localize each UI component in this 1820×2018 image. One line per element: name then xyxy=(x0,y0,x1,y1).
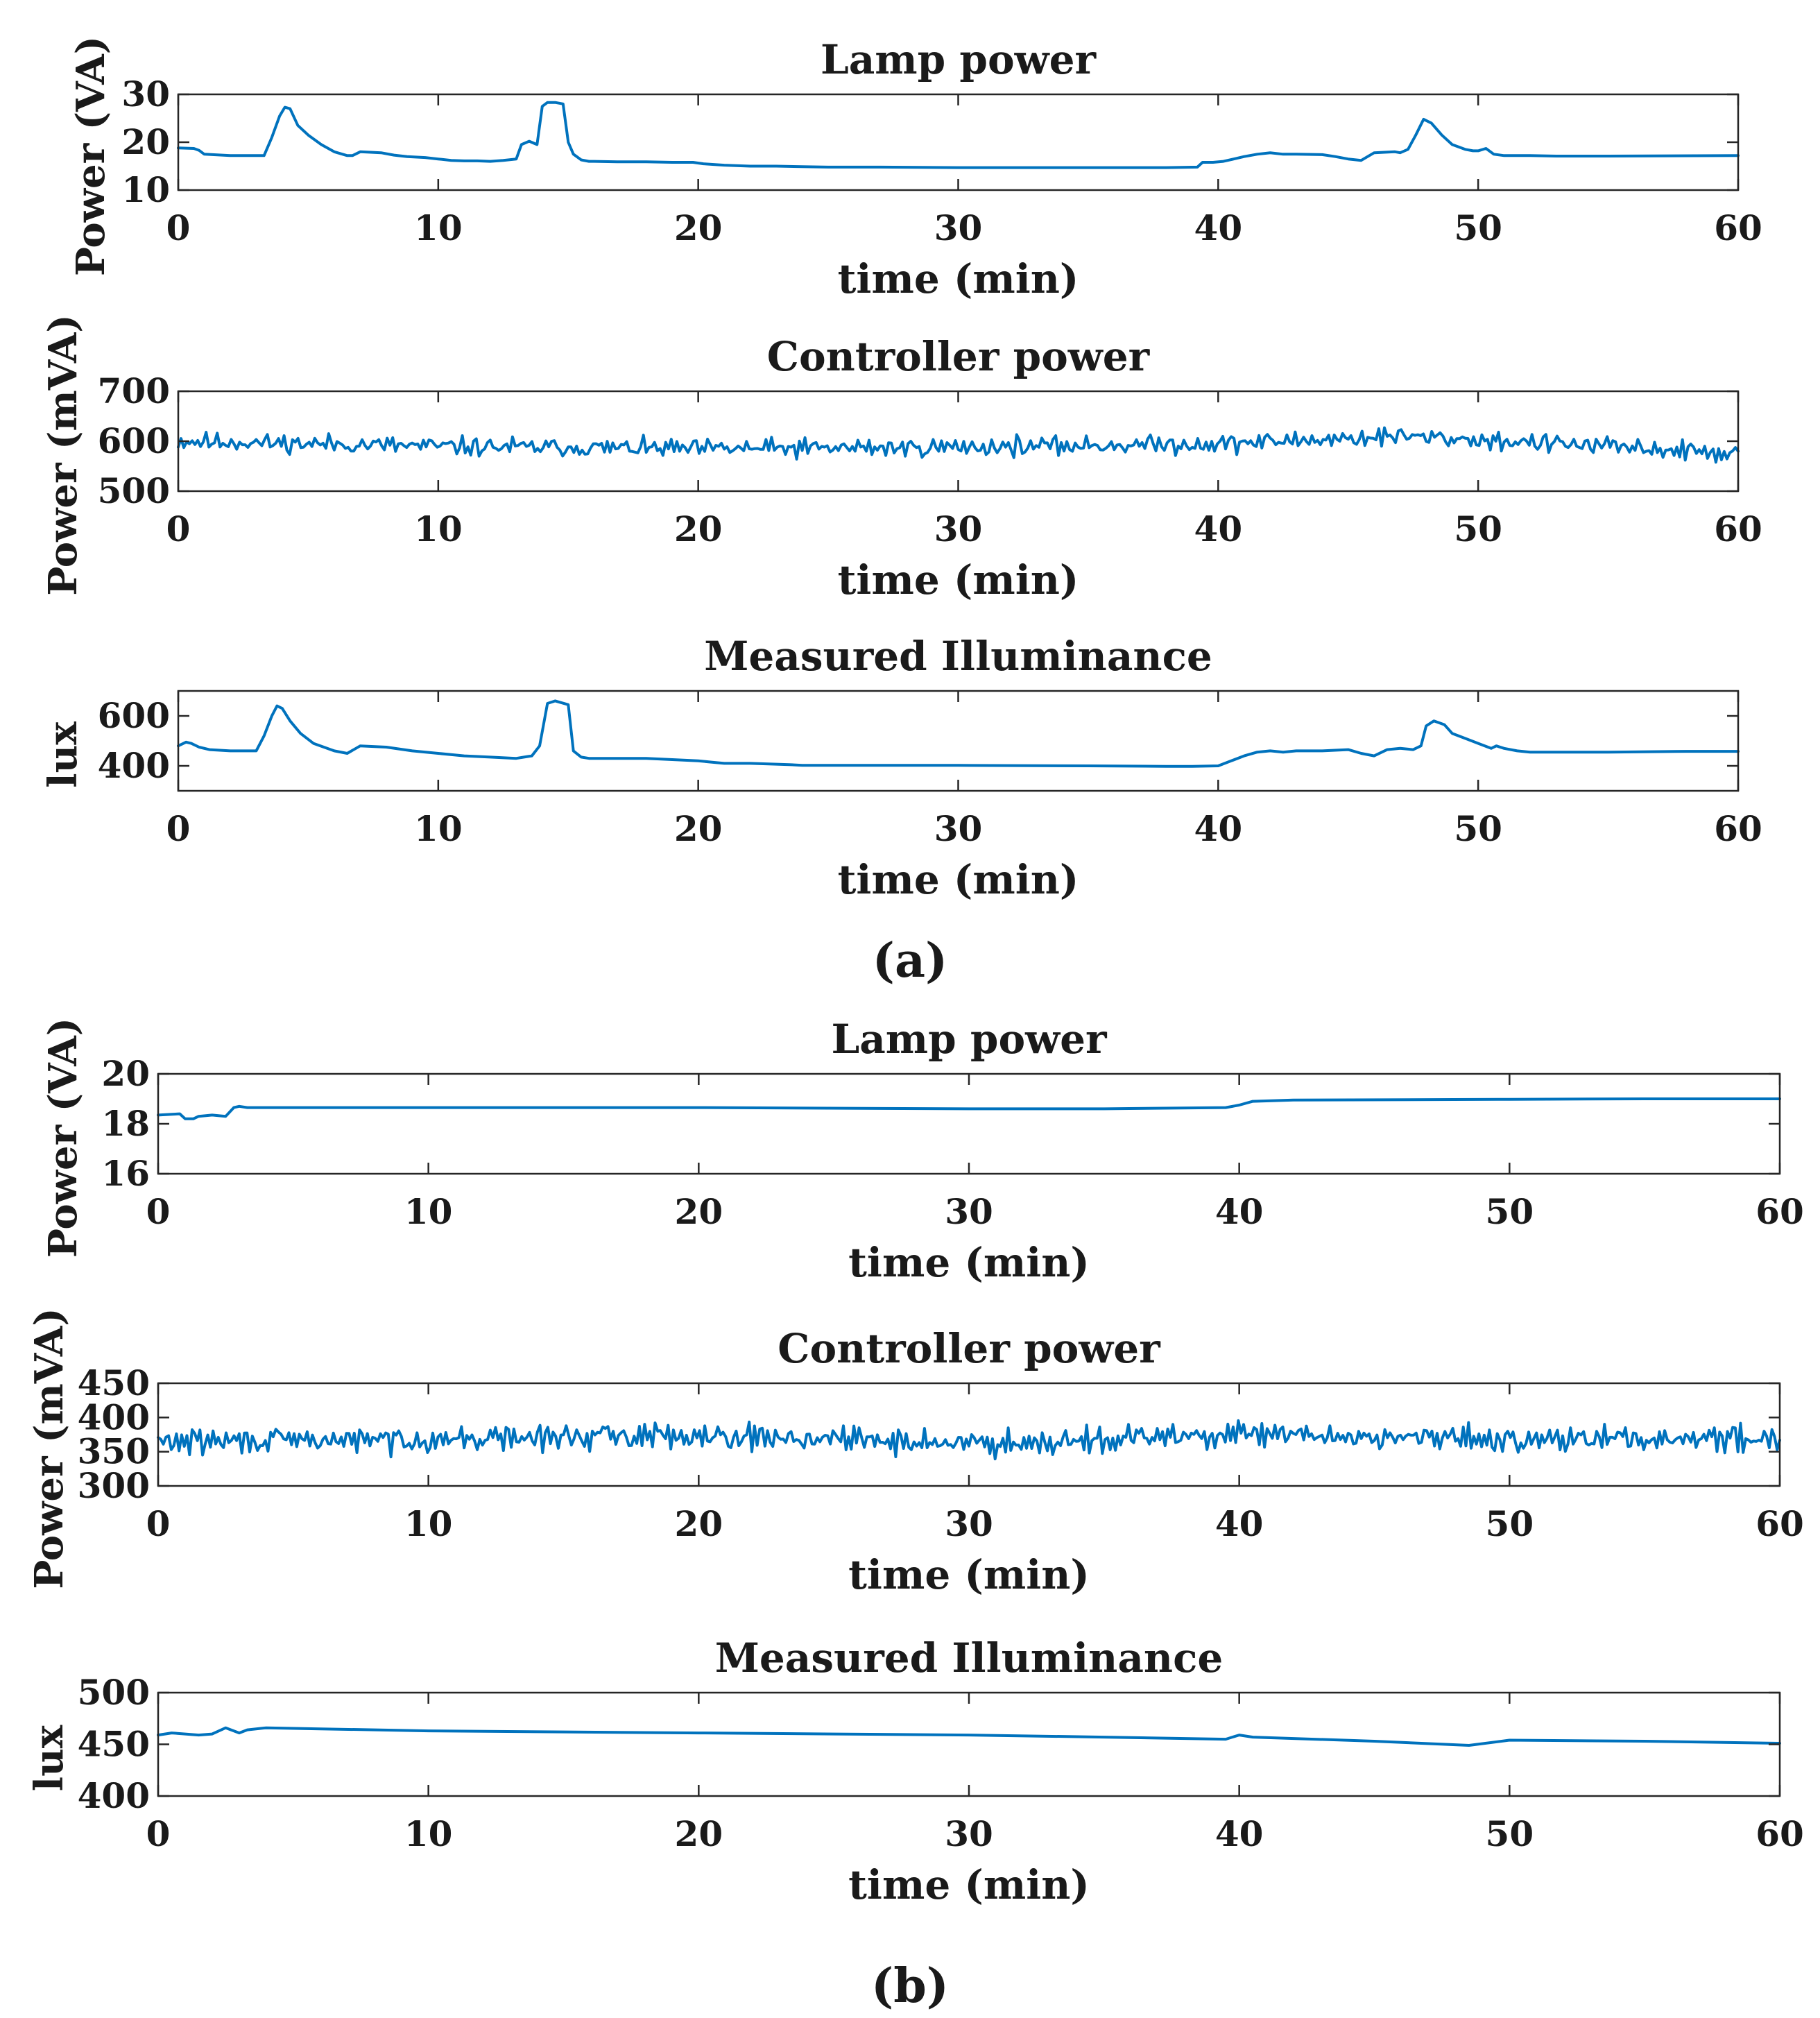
y-axis-label: lux xyxy=(26,1725,72,1791)
y-axis-label: Power (mVA) xyxy=(40,314,86,596)
series-line xyxy=(157,1726,1781,1747)
x-tick-label: 30 xyxy=(945,1813,993,1854)
x-tick-label: 10 xyxy=(414,508,463,549)
x-tick-label: 40 xyxy=(1194,207,1243,248)
x-tick-label: 20 xyxy=(675,1813,723,1854)
x-tick-label: 50 xyxy=(1486,1503,1534,1544)
x-tick-label: 50 xyxy=(1454,808,1502,849)
x-tick-label: 60 xyxy=(1714,808,1762,849)
x-tick-label: 0 xyxy=(166,808,191,849)
y-tick-label: 500 xyxy=(98,470,170,511)
subplot-2: 0 10 20 30 40 50 60 500 600 700 Controller power ti… xyxy=(40,314,1762,604)
x-tick-label: 50 xyxy=(1486,1813,1534,1854)
x-tick-label: 30 xyxy=(934,508,983,549)
x-axis-label: time (min) xyxy=(848,1551,1090,1598)
y-tick-label: 20 xyxy=(121,121,170,162)
x-axis-label: time (min) xyxy=(848,1861,1090,1908)
subplot-6: 0 10 20 30 40 50 60 400 450 500 Measured Illuminan… xyxy=(26,1634,1804,1908)
axes-frame xyxy=(157,1072,1781,1175)
x-tick-label: 10 xyxy=(404,1813,453,1854)
x-tick-label: 10 xyxy=(414,207,463,248)
y-tick-label: 400 xyxy=(98,745,170,786)
y-axis-label: Power (VA) xyxy=(68,36,114,276)
x-tick-label: 10 xyxy=(404,1191,453,1232)
y-tick-label: 30 xyxy=(121,74,170,114)
x-tick-label: 40 xyxy=(1215,1813,1264,1854)
y-tick-label: 18 xyxy=(101,1103,150,1144)
x-axis-label: time (min) xyxy=(838,556,1079,604)
y-tick-label: 600 xyxy=(98,420,170,461)
panel-label-a: (a) xyxy=(873,933,947,989)
y-tick-label: 600 xyxy=(98,695,170,736)
x-tick-label: 50 xyxy=(1454,508,1502,549)
y-tick-label: 700 xyxy=(98,370,170,411)
x-tick-label: 60 xyxy=(1755,1503,1804,1544)
series-line xyxy=(177,426,1740,464)
subplot-3: 0 10 20 30 40 50 60 400 600 Measured Illuminance t… xyxy=(40,633,1762,903)
chart-title: Measured Illuminance xyxy=(715,1634,1224,1682)
x-tick-label: 0 xyxy=(166,508,191,549)
y-tick-label: 450 xyxy=(78,1724,150,1765)
y-tick-label: 300 xyxy=(78,1465,150,1506)
series-line xyxy=(177,699,1740,768)
series-line xyxy=(177,101,1740,169)
x-tick-label: 30 xyxy=(945,1191,993,1232)
x-tick-label: 10 xyxy=(404,1503,453,1544)
x-tick-label: 20 xyxy=(674,808,723,849)
x-tick-label: 40 xyxy=(1215,1503,1264,1544)
x-tick-label: 50 xyxy=(1486,1191,1534,1232)
series-line xyxy=(157,1419,1781,1461)
x-tick-label: 40 xyxy=(1194,508,1243,549)
x-tick-label: 60 xyxy=(1714,508,1762,549)
x-tick-label: 60 xyxy=(1755,1813,1804,1854)
y-tick-label: 16 xyxy=(101,1153,150,1194)
chart-title: Lamp power xyxy=(821,36,1097,83)
y-tick-label: 350 xyxy=(78,1431,150,1472)
x-axis-label: time (min) xyxy=(848,1239,1090,1286)
chart-title: Measured Illuminance xyxy=(704,633,1212,680)
chart-title: Controller power xyxy=(767,333,1151,380)
x-tick-label: 0 xyxy=(146,1503,171,1544)
x-tick-label: 20 xyxy=(674,508,723,549)
axes-frame xyxy=(177,690,1740,792)
x-tick-label: 60 xyxy=(1755,1191,1804,1232)
x-tick-label: 20 xyxy=(675,1503,723,1544)
chart-title: Controller power xyxy=(778,1325,1161,1372)
y-tick-label: 10 xyxy=(121,169,170,210)
x-axis-label: time (min) xyxy=(838,856,1079,903)
x-tick-label: 0 xyxy=(166,207,191,248)
x-tick-label: 40 xyxy=(1215,1191,1264,1232)
y-axis-label: Power (VA) xyxy=(40,1018,86,1258)
x-tick-label: 30 xyxy=(945,1503,993,1544)
y-axis-label: Power (mVA) xyxy=(26,1308,72,1589)
panel-label-b: (b) xyxy=(871,1958,949,2014)
x-tick-label: 10 xyxy=(414,808,463,849)
series-line xyxy=(157,1097,1781,1120)
x-tick-label: 20 xyxy=(675,1191,723,1232)
axes-frame xyxy=(177,93,1740,191)
x-tick-label: 30 xyxy=(934,808,983,849)
x-axis-label: time (min) xyxy=(838,255,1079,302)
x-tick-label: 30 xyxy=(934,207,983,248)
y-tick-label: 20 xyxy=(101,1053,150,1094)
chart-title: Lamp power xyxy=(831,1016,1108,1063)
x-tick-label: 20 xyxy=(674,207,723,248)
x-tick-label: 0 xyxy=(146,1813,171,1854)
x-tick-label: 40 xyxy=(1194,808,1243,849)
axes-frame xyxy=(157,1691,1781,1797)
y-axis-label: lux xyxy=(40,721,86,788)
y-tick-label: 450 xyxy=(78,1362,150,1403)
y-tick-label: 400 xyxy=(78,1775,150,1816)
y-tick-label: 400 xyxy=(78,1396,150,1437)
y-tick-label: 500 xyxy=(78,1672,150,1713)
subplot-4: 0 10 20 30 40 50 60 16 18 20 Lamp power time (min) P… xyxy=(40,1016,1804,1286)
x-tick-label: 50 xyxy=(1454,207,1502,248)
x-tick-label: 0 xyxy=(146,1191,171,1232)
x-tick-label: 60 xyxy=(1714,207,1762,248)
